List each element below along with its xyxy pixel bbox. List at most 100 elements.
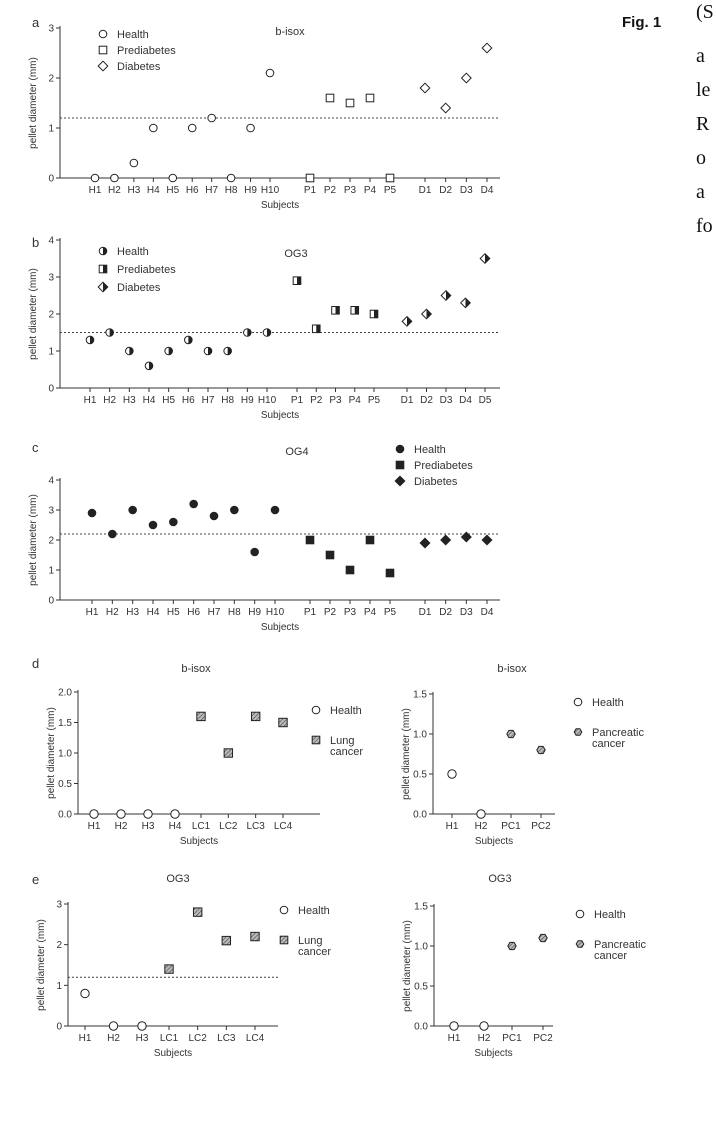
panel-letter: e	[32, 872, 39, 887]
data-point-half	[426, 309, 432, 319]
x-axis-label: Subjects	[261, 410, 299, 421]
x-tick-label: H5	[166, 185, 179, 196]
x-tick-label: H9	[241, 395, 254, 406]
legend-label: Diabetes	[117, 282, 161, 294]
data-point	[209, 511, 219, 521]
x-tick-label: D1	[419, 607, 432, 618]
data-point	[345, 98, 355, 108]
x-tick-label: H10	[258, 395, 277, 406]
y-tick-label: 0.5	[413, 770, 427, 781]
data-point-half	[297, 276, 301, 285]
y-axis-label: pellet diameter (mm)	[402, 920, 413, 1012]
data-point	[250, 547, 259, 557]
y-tick-label: 0	[48, 174, 54, 185]
x-tick-label: P5	[384, 185, 397, 196]
y-tick-label: 2	[48, 536, 54, 547]
x-tick-label: H4	[169, 821, 182, 832]
legend-marker	[575, 940, 585, 948]
y-tick-label: 1.0	[413, 730, 427, 741]
side-text-line-2: a	[696, 45, 705, 67]
x-tick-label: P4	[349, 395, 362, 406]
data-point	[90, 173, 100, 183]
x-tick-label: H5	[167, 607, 180, 618]
legend-marker	[311, 735, 321, 745]
legend-label: Lung cancer	[298, 935, 331, 958]
x-tick-label: D5	[479, 395, 492, 406]
y-tick-label: 1	[56, 981, 62, 992]
x-tick-label: H3	[136, 1033, 149, 1044]
x-tick-label: H2	[108, 185, 121, 196]
y-tick-label: 2	[48, 310, 54, 321]
data-point	[447, 769, 457, 779]
data-point	[536, 745, 546, 755]
panel-letter: b	[32, 235, 39, 250]
x-tick-label: H1	[86, 607, 99, 618]
legend-marker	[279, 935, 289, 945]
x-tick-label: D3	[460, 607, 473, 618]
legend-marker	[573, 728, 583, 736]
x-tick-label: PC1	[501, 821, 521, 832]
y-tick-label: 2	[48, 74, 54, 85]
x-tick-label: P2	[310, 395, 323, 406]
data-point	[128, 505, 137, 515]
data-point	[250, 711, 261, 722]
data-point-half	[407, 316, 412, 327]
x-tick-label: LC1	[160, 1033, 179, 1044]
figure-label: Fig. 1	[622, 14, 662, 31]
data-point	[506, 729, 516, 739]
y-tick-label: 2.0	[58, 688, 72, 699]
x-tick-label: LC4	[246, 1033, 265, 1044]
y-tick-label: 1.5	[413, 690, 427, 701]
data-point	[137, 1021, 147, 1031]
data-point	[481, 42, 493, 54]
x-tick-label: H6	[182, 395, 195, 406]
legend-label: Health	[592, 697, 624, 709]
data-point	[481, 534, 493, 546]
y-tick-label: 3	[48, 273, 54, 284]
y-tick-label: 0.0	[413, 810, 427, 821]
data-point-half	[227, 347, 232, 355]
data-point	[538, 933, 548, 943]
chart-title: b-isox	[275, 26, 305, 38]
x-tick-label: H7	[205, 185, 218, 196]
legend-label-line: cancer	[298, 946, 331, 958]
legend-label: Pancreatic cancer	[592, 727, 644, 750]
legend-marker	[279, 905, 289, 915]
x-tick-label: H4	[147, 185, 160, 196]
x-axis-label: Subjects	[261, 200, 299, 211]
data-point	[164, 964, 174, 974]
data-point-half	[109, 328, 114, 337]
data-point-half	[316, 325, 321, 333]
y-tick-label: 1.5	[414, 902, 428, 913]
x-tick-label: H4	[143, 395, 156, 406]
data-point	[187, 123, 197, 133]
y-tick-label: 1	[48, 124, 54, 135]
legend-marker	[98, 45, 108, 55]
x-tick-label: P2	[324, 185, 337, 196]
x-tick-label: H1	[79, 1033, 92, 1044]
data-point	[449, 1021, 459, 1031]
y-tick-label: 0.0	[58, 810, 72, 821]
legend-label: Pancreatic cancer	[594, 939, 646, 962]
x-tick-label: H3	[142, 821, 155, 832]
data-point-half	[485, 253, 490, 264]
legend-marker	[311, 705, 321, 715]
x-axis-label: Subjects	[261, 622, 299, 633]
data-point	[305, 173, 315, 183]
legend-label: Health	[414, 444, 446, 456]
x-tick-label: H1	[84, 395, 97, 406]
data-point	[385, 173, 395, 183]
legend-label: Lung cancer	[330, 735, 363, 758]
legend-marker	[395, 444, 405, 454]
x-axis-label: Subjects	[475, 836, 513, 847]
side-text-line-3: le	[696, 79, 711, 101]
x-tick-label: LC3	[217, 1033, 236, 1044]
legend-marker	[575, 909, 585, 919]
x-tick-label: P1	[291, 395, 304, 406]
data-point	[305, 535, 315, 545]
data-point	[196, 711, 206, 722]
data-point	[460, 72, 472, 84]
x-tick-label: H3	[127, 185, 140, 196]
data-point-half	[149, 362, 153, 370]
